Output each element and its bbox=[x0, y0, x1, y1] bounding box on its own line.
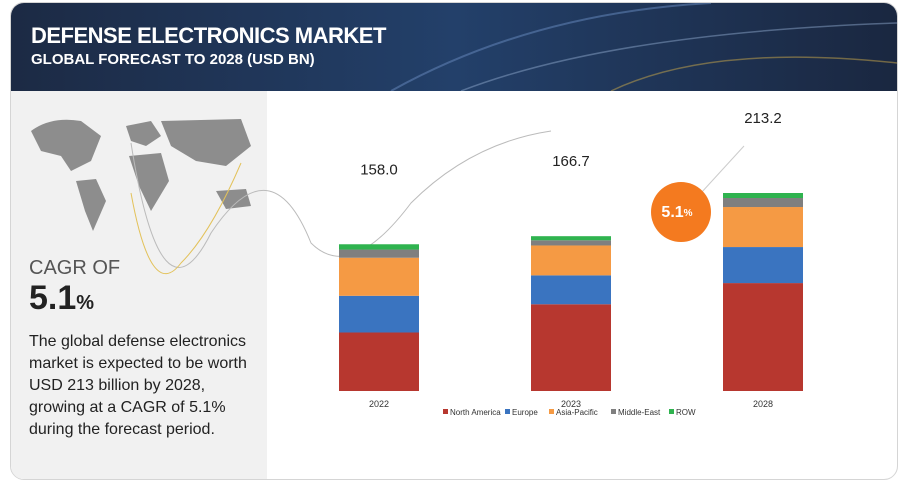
cagr-unit: % bbox=[76, 292, 95, 314]
legend-swatch bbox=[669, 409, 674, 414]
legend-label: Europe bbox=[512, 408, 538, 417]
bar-segment bbox=[339, 249, 419, 258]
total-label: 158.0 bbox=[360, 161, 398, 178]
badge-value: 5.1% bbox=[661, 204, 692, 221]
badge-number: 5.1 bbox=[661, 204, 683, 221]
legend-label: North America bbox=[450, 408, 501, 417]
chart: 5.1% 158.0 2022 166.7 2023 213.2 2028 North Am… bbox=[130, 110, 803, 417]
side-panel: CAGR OF 5.1% The global defense electron… bbox=[11, 91, 267, 479]
total-label: 213.2 bbox=[744, 110, 782, 127]
bar-segment bbox=[531, 240, 611, 246]
badge-unit: % bbox=[684, 208, 693, 219]
description: The global defense electronics market is… bbox=[29, 333, 247, 438]
title: DEFENSE ELECTRONICS MARKET bbox=[31, 23, 386, 48]
x-tick-label: 2023 bbox=[561, 399, 581, 409]
cagr-label: CAGR OF bbox=[29, 257, 121, 279]
x-tick-label: 2028 bbox=[753, 399, 773, 409]
bar-segment bbox=[339, 257, 419, 296]
legend-label: Asia-Pacific bbox=[556, 408, 598, 417]
legend-label: Middle-East bbox=[618, 408, 661, 417]
header-decor bbox=[390, 3, 897, 91]
bar-segment bbox=[339, 244, 419, 250]
legend-label: ROW bbox=[676, 408, 696, 417]
legend-swatch bbox=[443, 409, 448, 414]
bar-segment bbox=[723, 198, 803, 208]
bar-segment bbox=[531, 245, 611, 276]
bar-segment bbox=[723, 193, 803, 199]
bar-segment bbox=[339, 332, 419, 391]
legend-swatch bbox=[505, 409, 510, 414]
legend-swatch bbox=[611, 409, 616, 414]
cagr-badge bbox=[651, 182, 711, 242]
total-label: 166.7 bbox=[552, 153, 590, 170]
bar-segment bbox=[723, 207, 803, 248]
bar-segment bbox=[339, 295, 419, 333]
decor-curve bbox=[130, 130, 552, 268]
cagr-value: 5.1% bbox=[29, 279, 94, 318]
bar-segment bbox=[531, 304, 611, 391]
bar-segment bbox=[723, 247, 803, 284]
infographic: DEFENSE ELECTRONICS MARKET GLOBAL FORECA… bbox=[10, 2, 898, 480]
bar-segment bbox=[531, 236, 611, 241]
x-tick-label: 2022 bbox=[369, 399, 389, 409]
legend-swatch bbox=[549, 409, 554, 414]
world-map bbox=[31, 119, 251, 231]
decor-curve bbox=[130, 162, 242, 275]
cagr-number: 5.1 bbox=[29, 279, 77, 317]
subtitle: GLOBAL FORECAST TO 2028 (USD BN) bbox=[31, 51, 315, 68]
header: DEFENSE ELECTRONICS MARKET GLOBAL FORECA… bbox=[11, 3, 897, 91]
trend-arrow bbox=[700, 145, 745, 194]
bar-segment bbox=[723, 283, 803, 391]
bar-segment bbox=[531, 275, 611, 305]
